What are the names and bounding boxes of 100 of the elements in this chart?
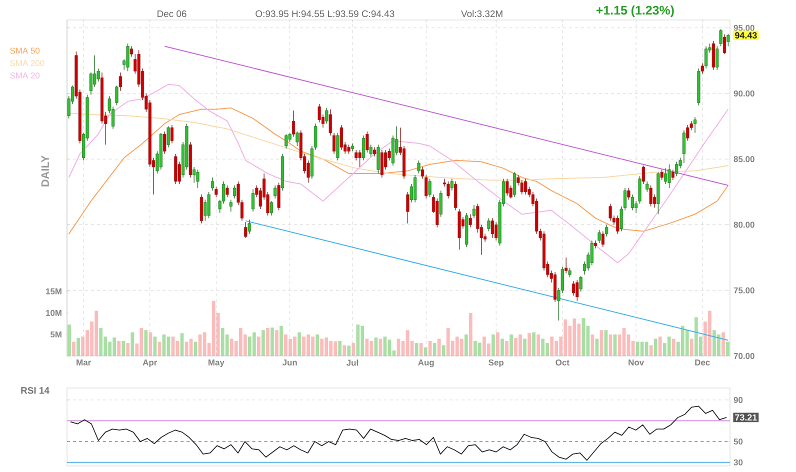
text: SMA 200 xyxy=(10,60,44,66)
candlestick xyxy=(450,178,454,191)
candlestick xyxy=(118,72,122,92)
bar xyxy=(672,338,676,356)
candlestick xyxy=(89,72,92,96)
y-tick-label: 90 xyxy=(734,396,743,403)
candlestick xyxy=(719,28,722,47)
candlestick xyxy=(716,46,719,70)
candlestick xyxy=(494,222,498,241)
candlestick xyxy=(277,182,280,211)
candlestick xyxy=(200,194,203,224)
bar xyxy=(117,340,121,356)
x-tick-label: Jul xyxy=(346,360,358,366)
candlestick xyxy=(115,85,118,106)
candlestick xyxy=(468,214,472,228)
candlestick xyxy=(233,185,236,199)
bar xyxy=(257,336,260,356)
text: O:93.95 H:94.55 L:93.59 C:94.43 xyxy=(256,10,394,18)
candlestick xyxy=(406,192,410,224)
bar xyxy=(320,338,324,356)
bar xyxy=(270,328,274,356)
candlestick xyxy=(608,203,612,222)
candlestick xyxy=(454,181,458,211)
text: Vol:3.32M xyxy=(461,10,502,18)
candlestick xyxy=(490,218,494,238)
candlestick xyxy=(284,134,288,149)
candlestick xyxy=(192,166,196,184)
bar xyxy=(464,334,468,356)
candlestick xyxy=(347,144,350,154)
candlestick xyxy=(332,132,336,154)
candlestick xyxy=(579,276,582,292)
text: 73.21 xyxy=(735,414,757,421)
y-tick-label: 80.00 xyxy=(734,222,754,228)
bar xyxy=(722,332,725,356)
x-tick-label: Apr xyxy=(142,360,158,368)
bar xyxy=(536,334,540,356)
candlestick xyxy=(506,178,509,196)
candlestick xyxy=(373,146,376,157)
candlestick xyxy=(244,222,248,238)
candlestick xyxy=(170,124,174,144)
candlestick xyxy=(325,108,328,124)
bar xyxy=(690,338,694,356)
text: +1.15 (1.23%) xyxy=(596,5,674,18)
candlestick xyxy=(671,169,674,180)
y-tick-label: 95.00 xyxy=(734,24,754,31)
bar xyxy=(492,334,495,356)
bar xyxy=(532,332,536,356)
y-tick-label: 15M xyxy=(46,288,62,294)
candlestick xyxy=(693,116,697,134)
bar xyxy=(550,336,554,356)
candlestick xyxy=(646,181,649,192)
bar xyxy=(144,330,148,356)
bar xyxy=(658,336,662,356)
bar xyxy=(126,343,130,356)
candlestick xyxy=(446,181,450,199)
y-axis-title: DAILY xyxy=(41,155,49,186)
candlestick xyxy=(270,200,273,216)
candlestick xyxy=(472,204,476,219)
candlestick xyxy=(417,160,420,174)
bar xyxy=(649,345,653,356)
y-tick-label: 30 xyxy=(734,459,743,466)
bar xyxy=(505,340,508,356)
candlestick xyxy=(207,192,210,219)
candlestick xyxy=(292,110,296,138)
candlestick xyxy=(93,55,96,88)
candlestick xyxy=(686,124,690,142)
bar xyxy=(275,330,278,356)
bar xyxy=(468,312,472,356)
bar xyxy=(342,345,346,356)
candlestick xyxy=(130,46,133,58)
candlestick xyxy=(229,199,232,212)
bar xyxy=(99,328,103,356)
candlestick xyxy=(627,188,630,200)
bar xyxy=(496,332,500,356)
candlestick xyxy=(598,230,601,244)
candlestick xyxy=(251,188,255,212)
bar xyxy=(726,342,730,356)
candlestick xyxy=(380,150,384,178)
candlestick xyxy=(700,62,704,74)
bar xyxy=(266,328,270,356)
candlestick xyxy=(664,168,668,184)
bar xyxy=(428,340,432,356)
candlestick xyxy=(196,169,200,188)
candlestick xyxy=(340,124,343,150)
candlestick xyxy=(601,230,604,248)
bar xyxy=(582,318,586,356)
bar xyxy=(365,338,369,356)
y-tick-label: 10M xyxy=(46,310,62,316)
text: SMA 20 xyxy=(10,72,40,78)
bar xyxy=(316,334,320,356)
text: Dec 06 xyxy=(158,10,186,18)
candlestick xyxy=(524,178,528,195)
candlestick xyxy=(328,108,332,136)
candlestick xyxy=(726,33,730,47)
candlestick xyxy=(704,46,708,69)
text: 94.43 xyxy=(735,32,757,39)
bar xyxy=(262,330,265,356)
candlestick xyxy=(642,165,645,184)
bar xyxy=(252,332,256,356)
candlestick xyxy=(369,144,372,157)
